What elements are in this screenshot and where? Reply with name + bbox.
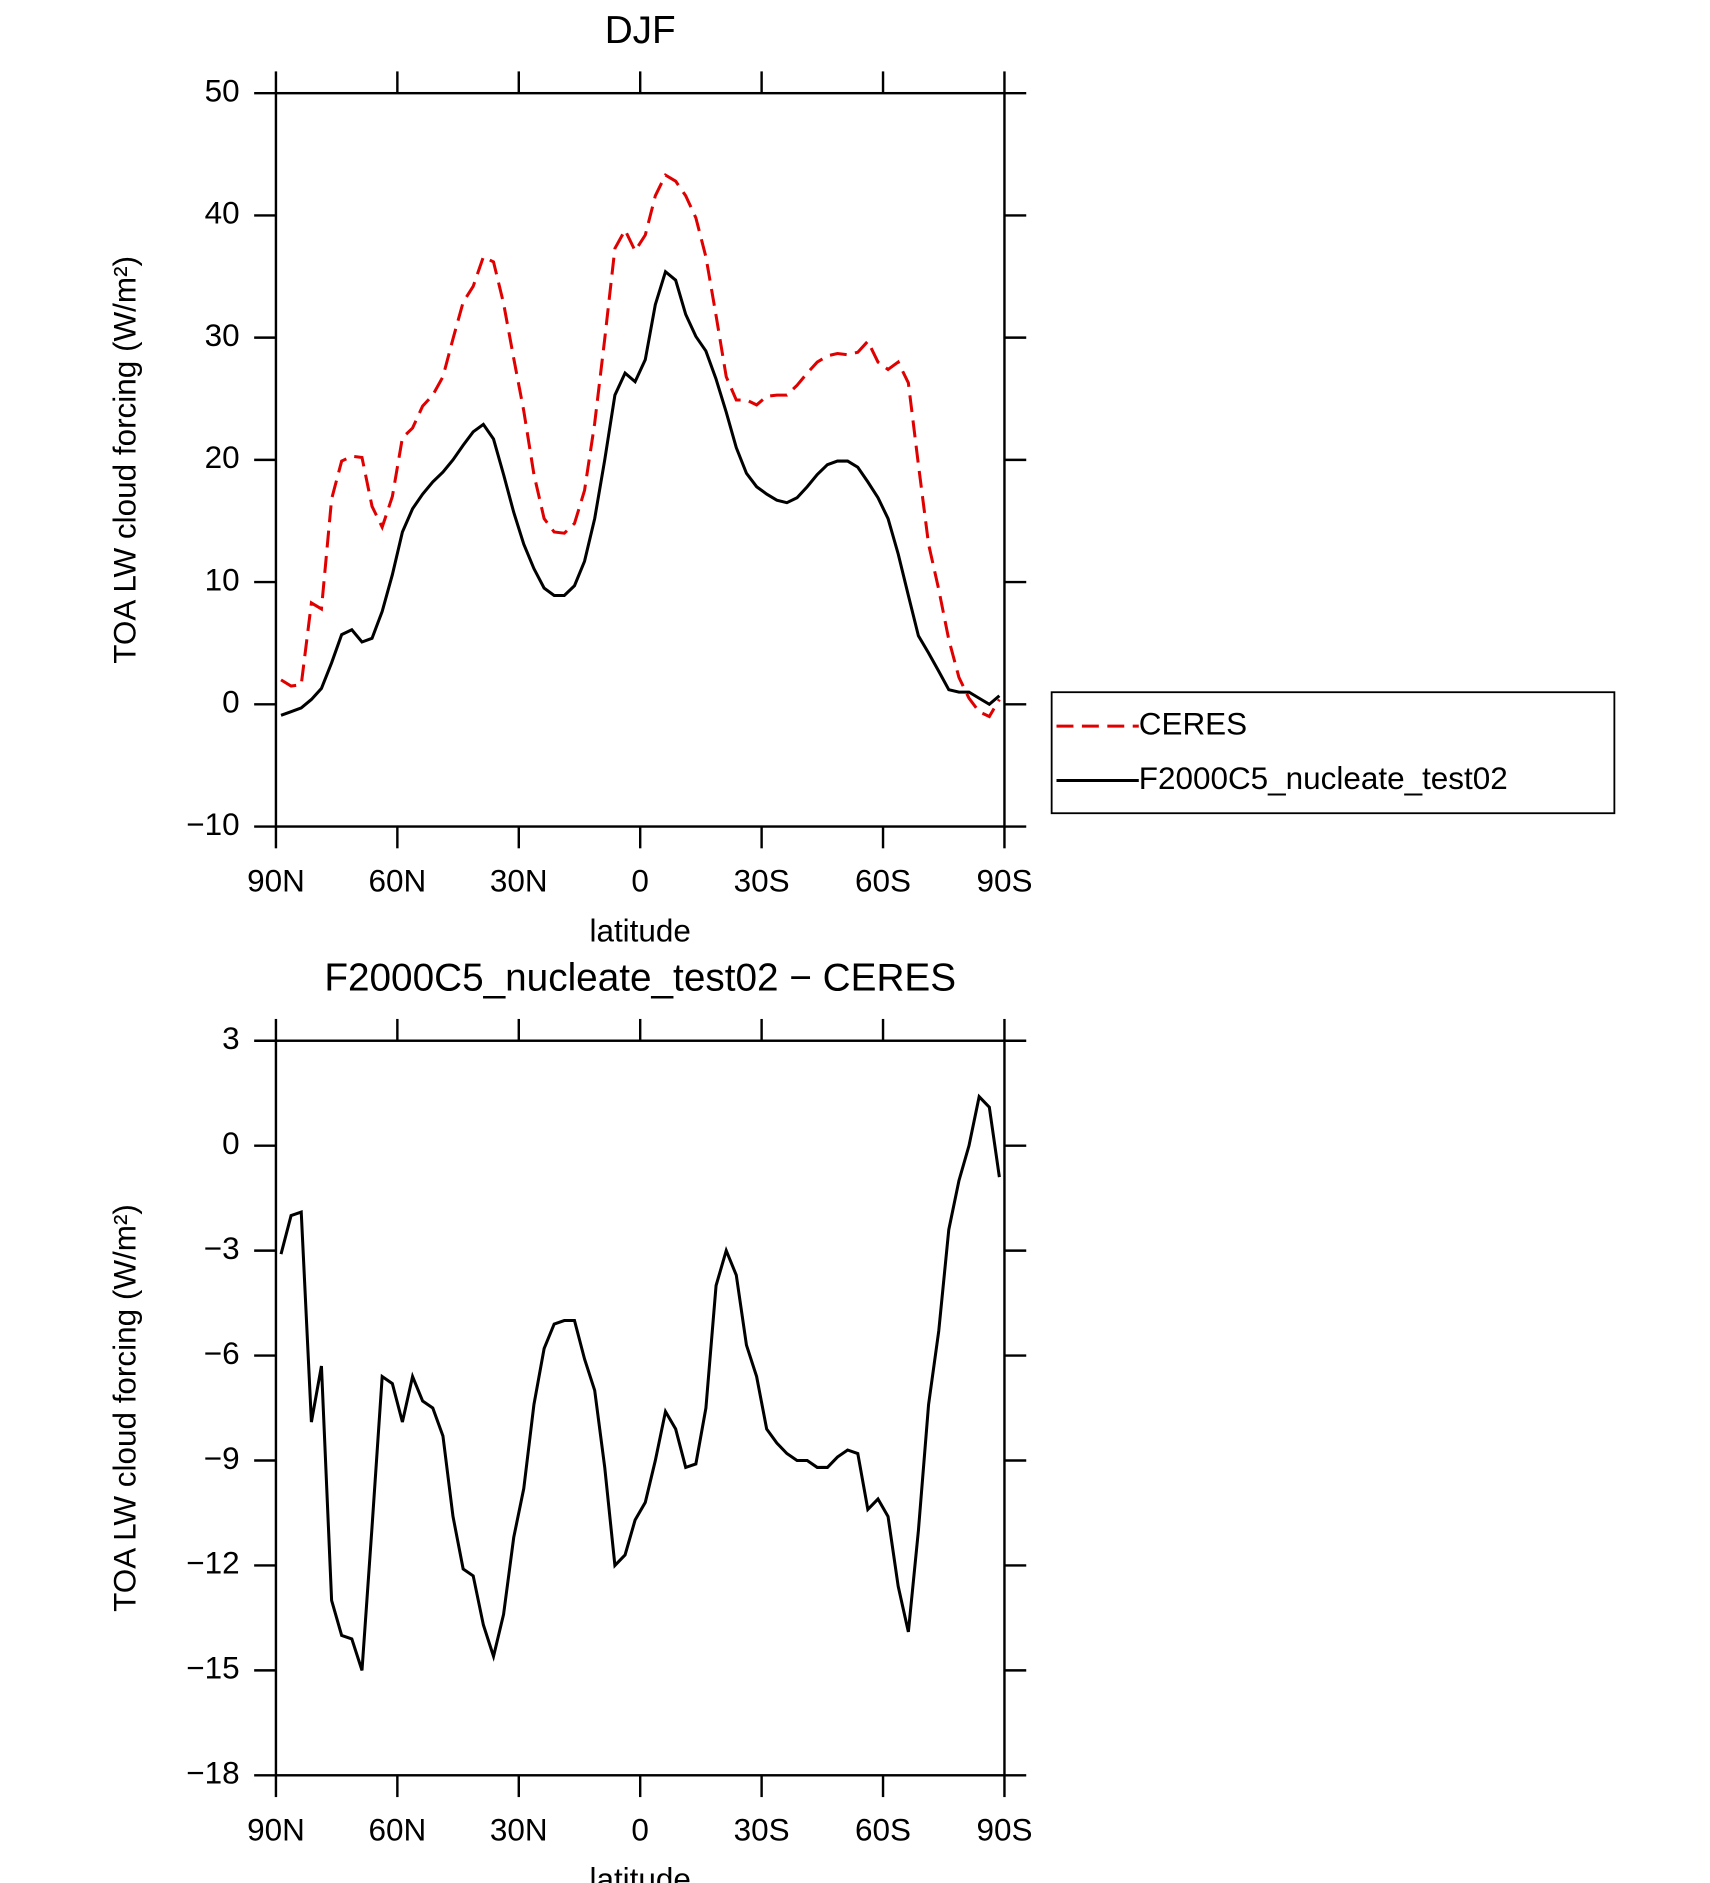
legend-box bbox=[1050, 691, 1616, 815]
y-axis-label: TOA LW cloud forcing (W/m²) bbox=[107, 256, 142, 664]
x-tick-label: 30S bbox=[734, 864, 790, 899]
y-tick-label: −15 bbox=[186, 1651, 239, 1686]
data-line bbox=[280, 172, 1001, 719]
x-tick-label: 30N bbox=[490, 1812, 548, 1847]
x-axis-label: latitude bbox=[589, 1862, 690, 1883]
y-tick-label: 20 bbox=[205, 440, 240, 475]
x-tick-label: 30S bbox=[734, 1812, 790, 1847]
y-tick-label: −10 bbox=[186, 807, 239, 842]
y-tick-label: −18 bbox=[186, 1756, 239, 1791]
y-tick-label: 3 bbox=[222, 1021, 240, 1056]
x-tick-label: 30N bbox=[490, 864, 548, 899]
plot-frame bbox=[274, 1039, 1006, 1777]
x-tick-label: 0 bbox=[631, 864, 649, 899]
legend-label: F2000C5_nucleate_test02 bbox=[1139, 761, 1508, 796]
y-tick-label: 0 bbox=[222, 1126, 240, 1161]
x-tick-label: 60N bbox=[369, 1812, 427, 1847]
x-tick-label: 90N bbox=[247, 864, 305, 899]
x-tick-label: 60S bbox=[855, 864, 911, 899]
y-tick-label: 10 bbox=[205, 562, 240, 597]
x-axis-label: latitude bbox=[589, 913, 690, 948]
data-line bbox=[279, 1093, 1001, 1671]
y-tick-label: 40 bbox=[205, 196, 240, 231]
y-tick-label: −6 bbox=[204, 1336, 240, 1371]
data-line bbox=[280, 269, 1001, 717]
x-tick-label: 0 bbox=[631, 1812, 649, 1847]
y-tick-label: 50 bbox=[205, 73, 240, 108]
x-tick-label: 90S bbox=[976, 864, 1032, 899]
chart-title: DJF bbox=[605, 9, 676, 52]
y-tick-label: 0 bbox=[222, 685, 240, 720]
x-tick-label: 60N bbox=[369, 864, 427, 899]
legend-label: CERES bbox=[1139, 706, 1247, 741]
y-tick-label: 30 bbox=[205, 318, 240, 353]
plot-frame bbox=[274, 91, 1006, 828]
y-tick-label: −9 bbox=[204, 1441, 240, 1476]
y-axis-label: TOA LW cloud forcing (W/m²) bbox=[107, 1204, 142, 1612]
x-tick-label: 90N bbox=[247, 1812, 305, 1847]
y-tick-label: −12 bbox=[186, 1546, 239, 1581]
chart-title: F2000C5_nucleate_test02 − CERES bbox=[324, 956, 956, 999]
x-tick-label: 90S bbox=[976, 1812, 1032, 1847]
y-tick-label: −3 bbox=[204, 1231, 240, 1266]
x-tick-label: 60S bbox=[855, 1812, 911, 1847]
